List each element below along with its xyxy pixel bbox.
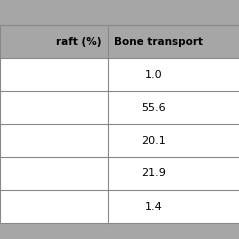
Bar bbox=[0, 190, 239, 223]
Text: 21.9: 21.9 bbox=[141, 168, 166, 179]
Text: Bone transport: Bone transport bbox=[114, 37, 207, 47]
Text: 1.4: 1.4 bbox=[145, 201, 163, 212]
Text: 55.6: 55.6 bbox=[141, 103, 166, 113]
Text: raft (%): raft (%) bbox=[56, 37, 102, 47]
Bar bbox=[0, 25, 239, 58]
Bar bbox=[0, 91, 239, 124]
Bar bbox=[0, 157, 239, 190]
Bar bbox=[0, 124, 239, 157]
Text: 1.0: 1.0 bbox=[145, 70, 163, 80]
Bar bbox=[0, 58, 239, 91]
Text: 20.1: 20.1 bbox=[141, 136, 166, 146]
